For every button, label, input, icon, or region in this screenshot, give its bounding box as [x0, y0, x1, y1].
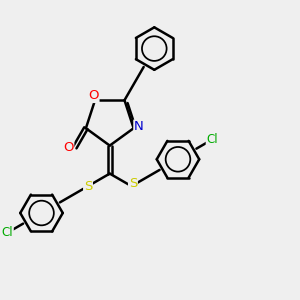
Text: S: S	[129, 177, 137, 190]
Text: O: O	[88, 89, 99, 102]
Text: S: S	[84, 180, 92, 193]
Text: N: N	[134, 120, 144, 133]
Text: Cl: Cl	[2, 226, 13, 239]
Text: O: O	[63, 141, 74, 154]
Text: Cl: Cl	[206, 133, 218, 146]
